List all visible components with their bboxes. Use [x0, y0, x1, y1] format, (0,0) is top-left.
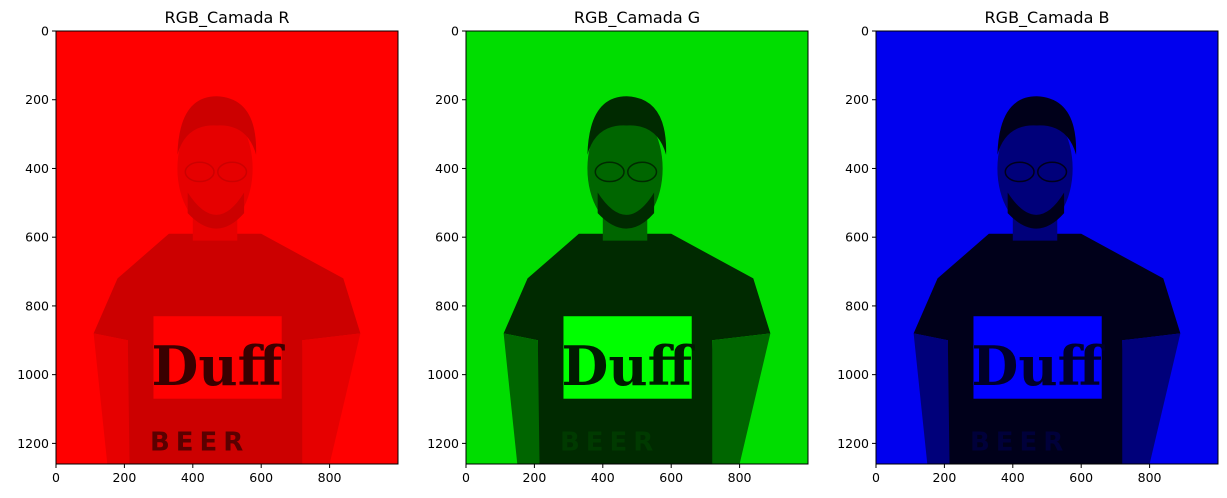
shirt-text-duff: Duff	[972, 334, 1106, 398]
beard	[1007, 192, 1065, 229]
y-tick-label: 600	[435, 230, 459, 245]
x-tick-label: 600	[659, 470, 683, 485]
y-tick-label: 200	[25, 92, 49, 107]
y-tick-label: 400	[25, 161, 49, 176]
left-arm	[913, 333, 950, 464]
hair	[587, 96, 667, 155]
chart-title: RGB_Camada G	[574, 8, 700, 28]
shirt-text-beer: BEER	[560, 427, 659, 457]
y-tick-label: 800	[435, 298, 459, 313]
y-tick-label: 1200	[427, 436, 459, 451]
chart-title: RGB_Camada R	[164, 8, 289, 28]
head	[587, 108, 663, 229]
beard	[597, 192, 655, 229]
chart-title: RGB_Camada B	[985, 8, 1110, 28]
right-arm	[1122, 333, 1181, 464]
x-tick-label: 200	[932, 470, 956, 485]
y-tick-label: 400	[435, 161, 459, 176]
glasses-left	[594, 161, 625, 183]
y-tick-label: 600	[25, 230, 49, 245]
glasses-right	[1037, 161, 1068, 183]
x-tick-label: 0	[872, 470, 880, 485]
logo-box	[153, 316, 282, 399]
y-tick-label: 1000	[17, 367, 49, 382]
left-arm	[93, 333, 130, 464]
shirt-text-beer: BEER	[150, 427, 249, 457]
y-tick-label: 1000	[837, 367, 869, 382]
y-tick-label: 400	[845, 161, 869, 176]
glasses-left	[184, 161, 215, 183]
right-arm	[302, 333, 361, 464]
hair	[997, 96, 1077, 155]
glasses-right	[217, 161, 248, 183]
right-arm	[712, 333, 771, 464]
y-tick-label: 1000	[427, 367, 459, 382]
y-tick-label: 1200	[837, 436, 869, 451]
y-tick-label: 600	[845, 230, 869, 245]
y-tick-label: 0	[451, 24, 459, 39]
glasses-right	[627, 161, 658, 183]
x-tick-label: 200	[112, 470, 136, 485]
left-arm	[503, 333, 540, 464]
x-tick-label: 800	[1138, 470, 1162, 485]
x-tick-label: 800	[728, 470, 752, 485]
glasses-left	[1004, 161, 1035, 183]
head	[177, 108, 253, 229]
y-tick-label: 200	[845, 92, 869, 107]
logo-box	[973, 316, 1102, 399]
x-tick-label: 0	[462, 470, 470, 485]
y-tick-label: 800	[25, 298, 49, 313]
axes-frame	[55, 30, 399, 465]
shirt-text-duff: Duff	[562, 334, 696, 398]
axes-frame	[465, 30, 809, 465]
y-tick-label: 800	[845, 298, 869, 313]
x-tick-label: 800	[318, 470, 342, 485]
x-tick-label: 600	[249, 470, 273, 485]
panel-b: Duff BEER RGB_Camada B 0 200 400 600 800 0 200 400…	[837, 8, 1219, 485]
x-tick-label: 400	[1001, 470, 1025, 485]
y-tick-label: 1200	[17, 436, 49, 451]
shirt-text-duff: Duff	[152, 334, 286, 398]
y-tick-label: 0	[861, 24, 869, 39]
hair	[177, 96, 257, 155]
y-tick-label: 200	[435, 92, 459, 107]
x-tick-label: 200	[522, 470, 546, 485]
head	[997, 108, 1073, 229]
panel-g: Duff BEER RGB_Camada G 0 200 400 600 800 0 200 400…	[427, 8, 809, 485]
x-tick-label: 600	[1069, 470, 1093, 485]
beard	[187, 192, 245, 229]
x-tick-label: 400	[591, 470, 615, 485]
y-tick-label: 0	[41, 24, 49, 39]
axes-frame	[875, 30, 1219, 465]
shirt-text-beer: BEER	[970, 427, 1069, 457]
x-tick-label: 400	[181, 470, 205, 485]
x-tick-label: 0	[52, 470, 60, 485]
logo-box	[563, 316, 692, 399]
panel-r: Duff BEER RGB_Camada R 0 200 400 600 800 0 200 400…	[17, 8, 399, 485]
